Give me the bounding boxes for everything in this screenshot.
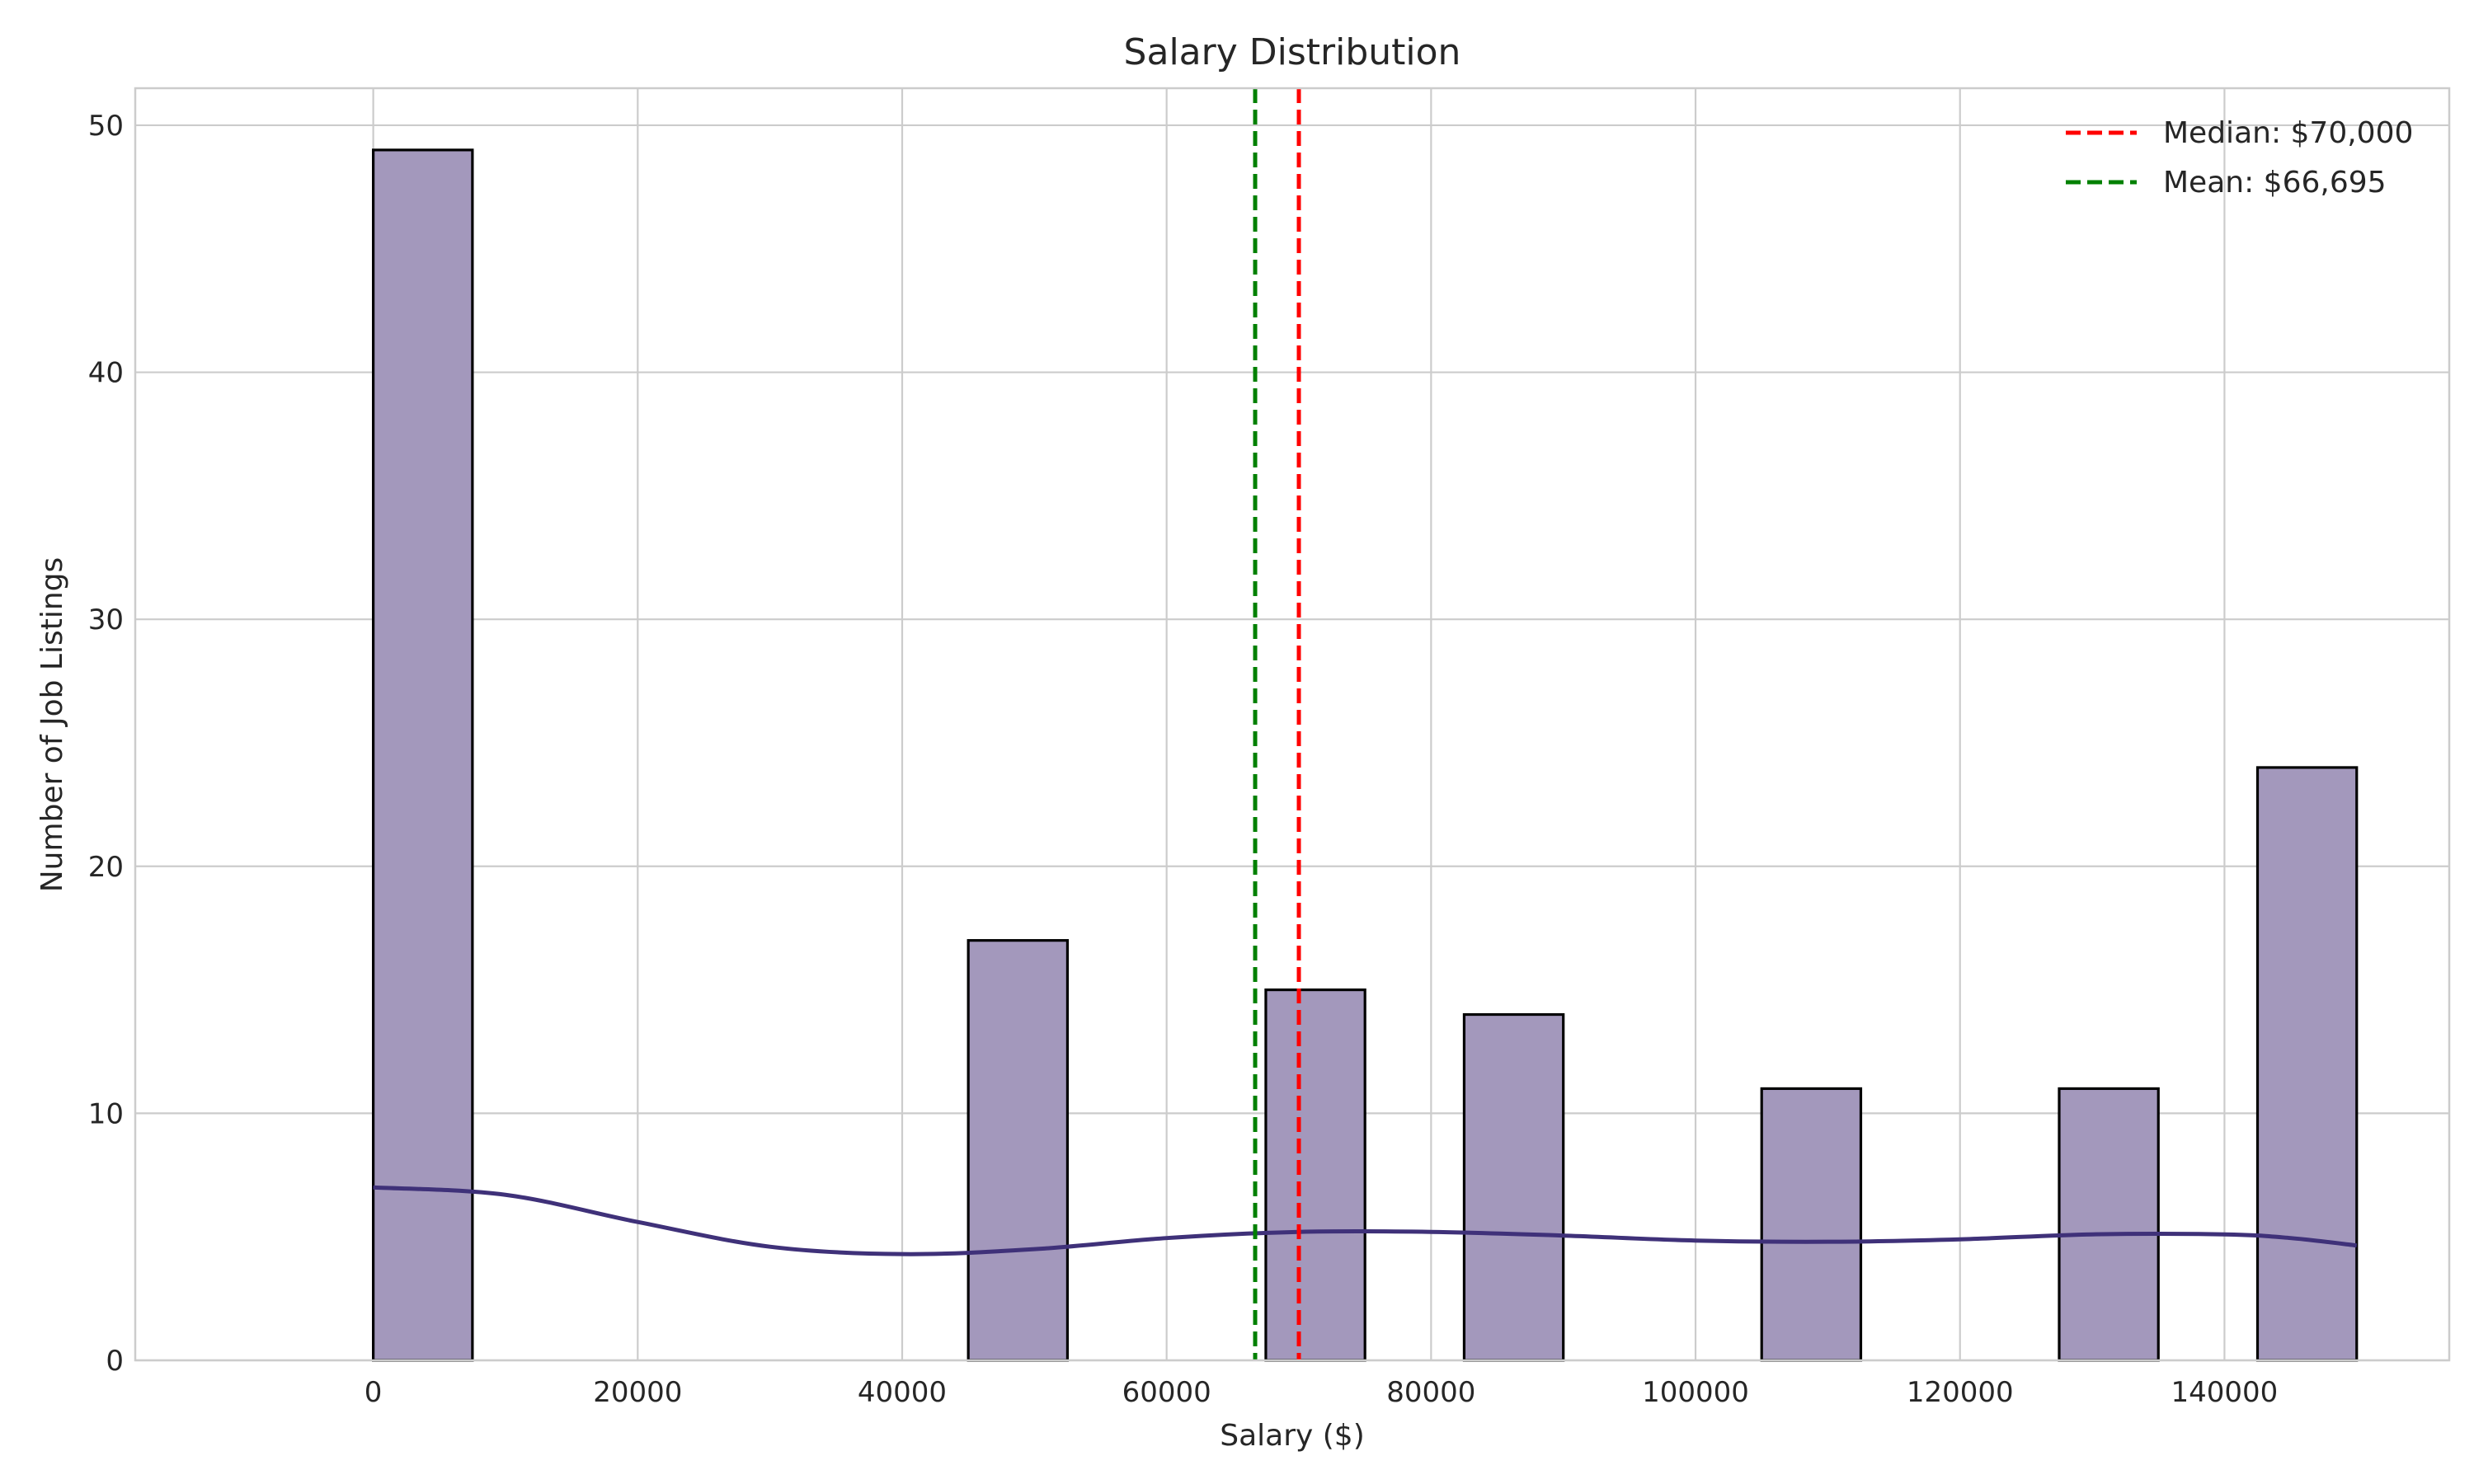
- plot-frame: [134, 87, 2451, 1362]
- histogram-bar: [1760, 1087, 1863, 1362]
- x-tick-label: 80000: [1386, 1376, 1475, 1409]
- y-tick-label: 0: [106, 1345, 124, 1378]
- kde-curve: [373, 1185, 2358, 1256]
- y-axis-title: Number of Job Listings: [35, 557, 69, 893]
- y-tick-labels: 0 10 20 30 40 50: [88, 110, 124, 1378]
- x-tick-label: 100000: [1642, 1376, 1749, 1409]
- x-tick-label: 0: [365, 1376, 383, 1409]
- y-tick-label: 20: [88, 851, 124, 884]
- histogram-bar: [2255, 766, 2359, 1362]
- y-tick-label: 10: [88, 1097, 124, 1130]
- x-tick-label: 140000: [2171, 1376, 2279, 1409]
- x-tick-label: 20000: [593, 1376, 682, 1409]
- y-tick-label: 30: [88, 603, 124, 636]
- x-tick-label: 40000: [858, 1376, 947, 1409]
- chart-title: Salary Distribution: [1124, 31, 1461, 73]
- y-tick-label: 50: [88, 110, 124, 143]
- histogram-bar: [1264, 988, 1366, 1362]
- x-axis-title: Salary ($): [1220, 1419, 1365, 1453]
- x-tick-label: 120000: [1907, 1376, 2014, 1409]
- reference-lines: [1253, 88, 1301, 1360]
- legend-label: Mean: $66,695: [2163, 166, 2387, 200]
- x-tick-label: 60000: [1122, 1376, 1211, 1409]
- y-tick-label: 40: [88, 357, 124, 390]
- histogram-bar: [967, 939, 1070, 1362]
- kde-curve-layer: [373, 1185, 2358, 1256]
- x-tick-labels: 0 20000 40000 60000 80000 100000 120000 140000: [365, 1376, 2279, 1409]
- histogram-bar: [1462, 1012, 1565, 1362]
- histogram-bars: [372, 148, 2359, 1362]
- legend-label: Median: $70,000: [2163, 116, 2413, 150]
- histogram-bar: [372, 148, 474, 1362]
- legend: Median: $70,000 Mean: $66,695: [2066, 116, 2413, 200]
- histogram-bar: [2058, 1087, 2160, 1362]
